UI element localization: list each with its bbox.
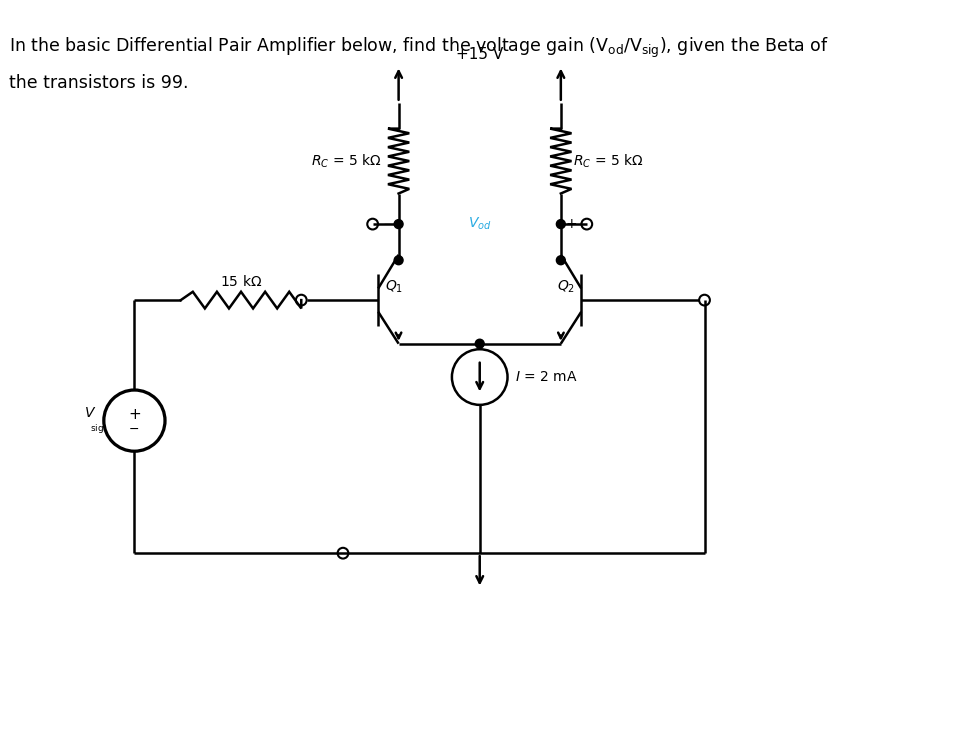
Circle shape	[394, 255, 403, 265]
Text: +: +	[564, 217, 576, 231]
Text: +: +	[128, 407, 141, 422]
Text: $V_{od}$: $V_{od}$	[467, 216, 491, 232]
Text: $_\mathsf{sig}$: $_\mathsf{sig}$	[90, 421, 104, 434]
Text: +15 V: +15 V	[456, 47, 503, 62]
Text: $I$ = 2 mA: $I$ = 2 mA	[514, 370, 577, 384]
Text: 15 k$\Omega$: 15 k$\Omega$	[220, 274, 262, 289]
Circle shape	[394, 220, 403, 228]
Text: $Q_1$: $Q_1$	[384, 279, 403, 296]
Text: $V$: $V$	[84, 406, 96, 420]
Text: the transistors is 99.: the transistors is 99.	[9, 74, 189, 92]
Text: $R_{C}$ = 5 k$\Omega$: $R_{C}$ = 5 k$\Omega$	[572, 153, 643, 170]
Text: In the basic Differential Pair Amplifier below, find the voltage gain (V$_\maths: In the basic Differential Pair Amplifier…	[9, 36, 828, 60]
Text: $Q_2$: $Q_2$	[556, 279, 574, 296]
Circle shape	[556, 255, 564, 265]
Circle shape	[556, 220, 564, 228]
Text: $R_C$ = 5 k$\Omega$: $R_C$ = 5 k$\Omega$	[311, 153, 381, 170]
Text: −: −	[381, 217, 394, 231]
Circle shape	[474, 339, 484, 348]
Text: −: −	[129, 423, 140, 437]
